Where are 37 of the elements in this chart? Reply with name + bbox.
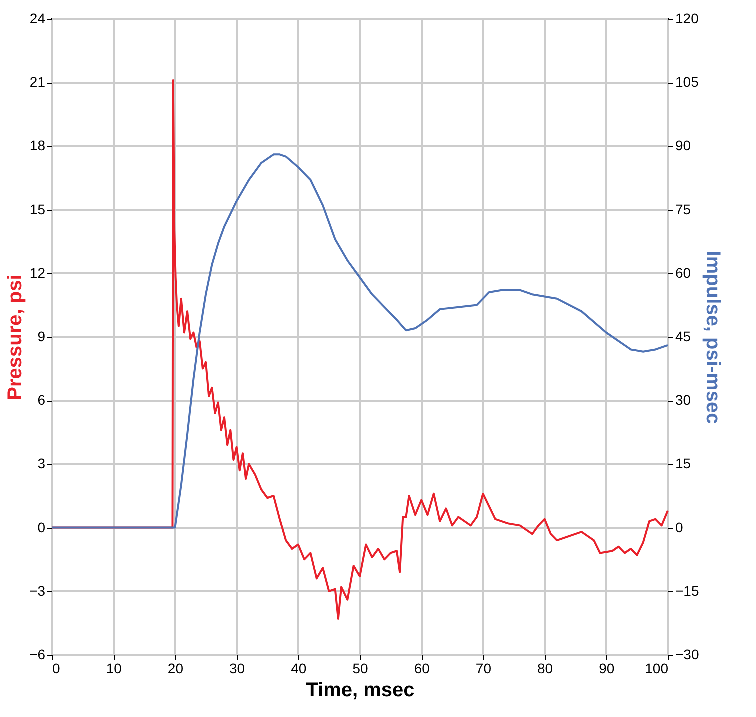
y2-tick-label: 30 [676, 392, 692, 408]
y-tick-label: 6 [38, 392, 46, 408]
y-tick-label: 0 [38, 519, 46, 536]
x-tick-label: 50 [352, 660, 368, 676]
x-tick-label: 90 [599, 660, 615, 676]
y2-tick-label: 105 [676, 74, 700, 90]
x-tick-label: 100 [645, 660, 669, 676]
y-tick-label: 3 [38, 456, 46, 472]
y2-tick-label: 15 [676, 456, 692, 472]
y-tick-label: 21 [30, 74, 46, 90]
x-tick-label: 0 [52, 660, 60, 676]
y-tick-label: 18 [30, 138, 46, 154]
y-axis-title: Pressure, psi [4, 274, 27, 400]
y2-tick-label: 75 [676, 201, 692, 218]
y2-tick-label: −15 [676, 582, 700, 599]
y2-axis-title: Impulse, psi-msec [702, 250, 724, 424]
x-tick-label: 80 [538, 660, 554, 676]
y-tick-label: −3 [30, 582, 46, 599]
y-tick-label: 24 [30, 10, 46, 26]
y2-tick-label: 120 [676, 10, 700, 26]
y2-tick-label: 0 [676, 519, 684, 536]
y-tick-label: −6 [30, 646, 46, 662]
x-tick-label: 30 [230, 660, 246, 676]
x-tick-label: 60 [414, 660, 430, 676]
line-series [51, 154, 669, 529]
x-axis-title: Time, msec [306, 680, 415, 702]
y2-tick-label: 90 [676, 138, 692, 154]
y-tick-label: 9 [38, 328, 46, 344]
y2-tick-label: 60 [676, 264, 692, 281]
y2-tick-label: 45 [676, 328, 692, 344]
y-tick-label: 12 [30, 264, 46, 281]
x-tick-label: 10 [106, 660, 122, 676]
x-tick-label: 70 [476, 660, 492, 676]
y-tick-label: 15 [30, 201, 46, 218]
y2-tick-label: −30 [676, 646, 700, 662]
x-tick-label: 20 [168, 660, 184, 676]
x-tick-label: 40 [291, 660, 307, 676]
